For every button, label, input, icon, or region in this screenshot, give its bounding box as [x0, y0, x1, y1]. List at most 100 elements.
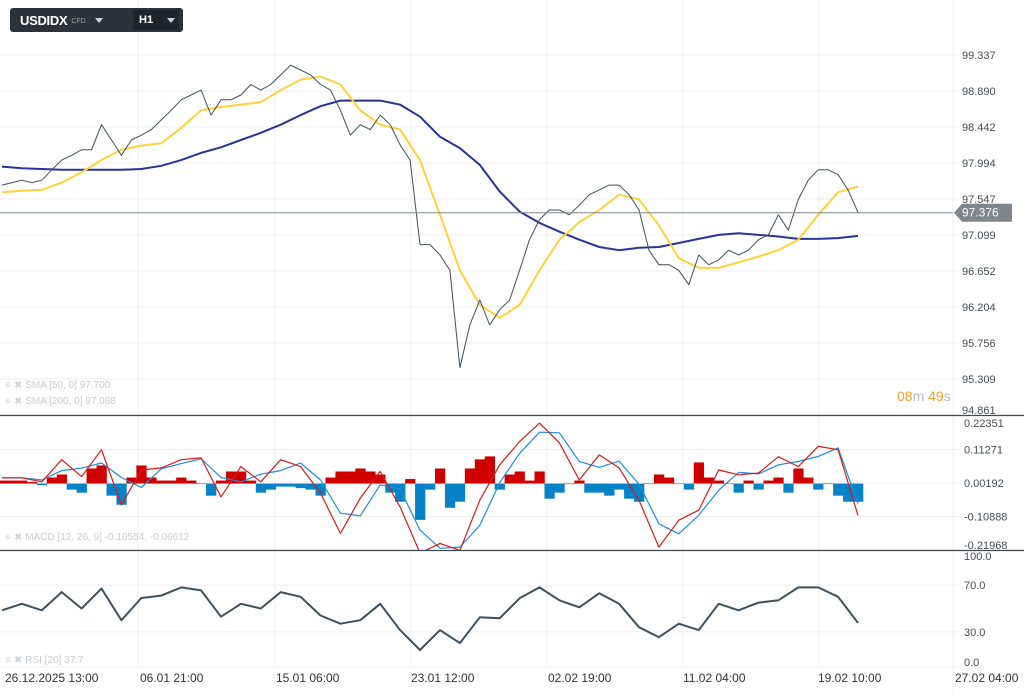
macd-histogram-bar-negative: [116, 483, 127, 505]
y-tick-label: 96.652: [962, 266, 996, 278]
timer-minutes-unit: m: [912, 388, 925, 404]
macd-histogram-bar-positive: [644, 483, 655, 485]
rsi-panel[interactable]: [1, 586, 859, 651]
grid-lines: [0, 0, 961, 694]
macd-histogram-bar-negative: [275, 483, 286, 487]
price-panel[interactable]: [0, 64, 953, 369]
y-tick-label: 97.099: [962, 230, 996, 242]
y-tick-label: -0.10888: [964, 511, 1007, 523]
macd-histogram-bar-positive: [6, 480, 18, 484]
hamburger-icon[interactable]: ≡: [5, 380, 11, 391]
macd-histogram-bar-positive: [474, 459, 486, 484]
macd-histogram-bar-positive: [743, 480, 754, 484]
macd-histogram-bar-negative: [454, 483, 466, 502]
timeframe-dropdown[interactable]: H1: [133, 10, 179, 30]
macd-histogram-bar-negative: [265, 483, 277, 490]
macd-signal-line[interactable]: [2, 431, 859, 549]
macd-panel[interactable]: [0, 422, 864, 553]
timeframe-label: H1: [139, 14, 154, 26]
timer-seconds: 49: [928, 388, 944, 404]
x-tick-label: 19.02 10:00: [818, 671, 882, 685]
macd-histogram-bar-positive: [365, 471, 376, 484]
close-x-icon[interactable]: ✖: [13, 380, 23, 391]
x-tick-label: 23.01 12:00: [411, 671, 475, 685]
y-tick-label: 98.890: [962, 86, 996, 98]
macd-histogram-bar-positive: [653, 474, 665, 484]
legend-macd: ≡ ✖ MACD [12, 26, 9] -0.10554, -0.06612: [5, 532, 189, 543]
macd-histogram-bar-negative: [66, 483, 77, 490]
macd-histogram-bar-negative: [385, 483, 396, 493]
legend-sma50: ≡ ✖ SMA [50, 0] 97.700: [5, 380, 110, 391]
legend-macd-text: MACD [12, 26, 9] -0.10554, -0.06612: [25, 532, 190, 543]
symbol-selector[interactable]: USDIDX: [20, 12, 68, 28]
macd-histogram-bar-positive: [673, 483, 685, 485]
macd-histogram-bar-positive: [355, 468, 366, 484]
y-tick-label: 97.994: [962, 158, 996, 170]
close-x-icon[interactable]: ✖: [13, 532, 23, 543]
x-tick-label: 15.01 06:00: [276, 671, 340, 685]
macd-line[interactable]: [2, 422, 859, 553]
sma50-line[interactable]: [1, 75, 859, 319]
hamburger-icon[interactable]: ≡: [5, 396, 11, 407]
macd-histogram-bar-negative: [285, 483, 296, 487]
macd-histogram-bar-positive: [773, 477, 784, 484]
macd-histogram-bar-negative: [614, 483, 625, 490]
macd-histogram-bar-negative: [634, 483, 645, 502]
axes: 26.12.2025 13:00 06.01 21:00 15.01 06:00 23…: [0, 50, 1024, 685]
macd-histogram-bar-negative: [733, 483, 744, 493]
macd-histogram-bar-positive: [86, 468, 97, 484]
macd-histogram-bar-positive: [245, 480, 257, 484]
macd-histogram-bar-positive: [434, 468, 446, 484]
timer-minutes: 08: [897, 388, 913, 404]
hamburger-icon[interactable]: ≡: [5, 532, 11, 543]
legend-sma50-text: SMA [50, 0] 97.700: [25, 380, 111, 391]
macd-histogram-bar-positive: [574, 480, 585, 484]
hamburger-icon[interactable]: ≡: [5, 655, 11, 666]
macd-histogram-bar-positive: [225, 471, 237, 484]
caret-down-icon[interactable]: [167, 17, 176, 23]
macd-histogram-bar-positive: [325, 477, 336, 484]
macd-histogram-bar-positive: [136, 465, 147, 484]
macd-histogram-bar-positive: [703, 477, 714, 484]
macd-histogram-bar-positive: [156, 480, 167, 484]
macd-histogram-bar-positive: [216, 480, 227, 484]
macd-histogram-bar-positive: [46, 477, 58, 484]
y-tick-label: 0.00192: [964, 478, 1004, 490]
macd-histogram-bar-positive: [723, 483, 734, 485]
macd-histogram-bar-negative: [106, 483, 117, 496]
close-x-icon[interactable]: ✖: [13, 655, 23, 666]
x-tick-label: 06.01 21:00: [140, 671, 204, 685]
macd-histogram-bar-positive: [464, 468, 476, 484]
macd-histogram-bar-positive: [126, 477, 137, 484]
caret-down-icon[interactable]: [94, 17, 103, 23]
macd-histogram-bar-positive: [26, 482, 38, 484]
macd-histogram-bar-positive: [16, 480, 28, 484]
macd-histogram-bar-positive: [564, 483, 575, 485]
macd-histogram-bar-negative: [76, 483, 87, 493]
macd-histogram-bar-negative: [255, 483, 267, 493]
price-line[interactable]: [1, 64, 859, 369]
close-x-icon[interactable]: ✖: [13, 396, 23, 407]
y-tick-label: 0.11271: [964, 445, 1003, 457]
macd-histogram-bar-negative: [206, 483, 217, 496]
rsi-line[interactable]: [1, 586, 859, 651]
macd-histogram-bar-negative: [444, 483, 456, 508]
instrument-toolbar: USDIDX CFD H1: [10, 8, 183, 32]
y-tick-label: 98.442: [962, 122, 996, 134]
legend-sma200-text: SMA [200, 0] 97.088: [25, 396, 116, 407]
macd-histogram-bar-negative: [624, 483, 635, 499]
macd-histogram-bar-negative: [753, 483, 764, 490]
macd-histogram-bar-positive: [0, 480, 8, 484]
legend-rsi: ≡ ✖ RSI [20] 37.7: [5, 655, 84, 666]
macd-histogram-bar-negative: [415, 483, 426, 520]
macd-histogram-bar-negative: [305, 483, 316, 490]
sma200-line[interactable]: [1, 99, 859, 252]
macd-histogram-bar-positive: [504, 474, 515, 484]
x-tick-label: 26.12.2025 13:00: [5, 671, 99, 685]
y-tick-label: 30.0: [964, 627, 985, 639]
macd-histogram-bar-positive: [823, 483, 834, 485]
macd-histogram-bar-positive: [186, 480, 197, 484]
y-tick-label: -0.21968: [964, 540, 1007, 552]
macd-histogram-bar-positive: [534, 471, 545, 484]
